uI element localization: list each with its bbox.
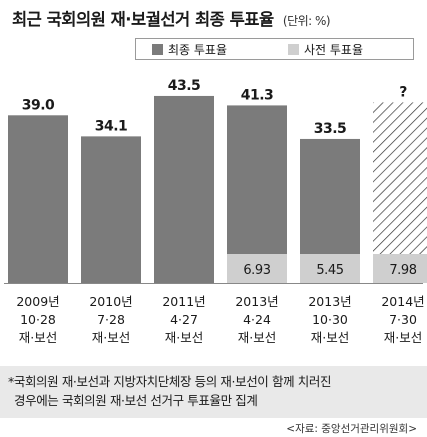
title-unit: (단위: %): [282, 14, 331, 28]
category-label-4-1: 10·30: [312, 312, 348, 327]
legend-label-final: 최종 투표율: [168, 43, 228, 57]
category-label-2-1: 4·27: [170, 312, 198, 327]
bar-final-2: [154, 95, 214, 283]
final-value-label-2: 43.5: [168, 78, 201, 94]
bar-early-5: [373, 254, 427, 283]
footnote-line-1: *국회의원 재·보선과 지방자치단체장 등의 재·보선이 함께 치러진: [8, 374, 332, 389]
chart-legend: 최종 투표율 사전 투표율: [135, 38, 414, 60]
category-label-2-2: 재·보선: [165, 330, 203, 345]
category-label-5-2: 재·보선: [384, 330, 422, 345]
chart-title: 최근 국회의원 재·보궐선거 최종 투표율 (단위: %): [12, 6, 331, 30]
category-label-4-0: 2013년: [308, 294, 351, 309]
category-label-1-2: 재·보선: [92, 330, 130, 345]
title-main: 최근 국회의원 재·보궐선거 최종 투표율: [12, 10, 274, 29]
final-value-label-5: ?: [399, 84, 407, 100]
final-value-label-0: 39.0: [22, 97, 55, 113]
bar-chart: 39.0 2009년 10·28 재·보선 34.1 2010년 7·28 재·보선 43.5 2…: [4, 78, 427, 345]
category-label-1-1: 7·28: [97, 312, 125, 327]
legend-swatch-final: [152, 44, 163, 55]
category-label-5-0: 2014년: [381, 294, 424, 309]
bar-early-3: [227, 254, 287, 283]
early-value-label-4: 5.45: [316, 263, 343, 278]
bar-final-unknown-5: [373, 102, 427, 284]
category-label-2-0: 2011년: [162, 294, 205, 309]
bar-final-3: [227, 105, 287, 283]
final-value-label-4: 33.5: [314, 121, 347, 137]
category-label-5-1: 7·30: [389, 312, 417, 327]
bar-final-1: [81, 136, 141, 283]
footnote: *국회의원 재·보선과 지방자치단체장 등의 재·보선이 함께 치러진 경우에는…: [0, 366, 427, 418]
category-label-1-0: 2010년: [89, 294, 132, 309]
legend-label-early: 사전 투표율: [304, 43, 364, 57]
legend-swatch-early: [288, 44, 299, 55]
category-label-3-2: 재·보선: [238, 330, 276, 345]
final-value-label-1: 34.1: [95, 118, 128, 134]
category-label-4-2: 재·보선: [311, 330, 349, 345]
category-label-0-1: 10·28: [20, 312, 56, 327]
footnote-line-2: 경우에는 국회의원 재·보선 선거구 투표율만 집계: [14, 393, 258, 408]
category-label-3-1: 4·24: [243, 312, 271, 327]
early-value-label-3: 6.93: [243, 263, 270, 278]
category-label-0-0: 2009년: [16, 294, 59, 309]
bar-final-0: [8, 115, 68, 283]
source-credit: <자료: 중앙선거관리위원회>: [286, 423, 417, 435]
legend-item-early: 사전 투표율: [288, 41, 363, 58]
category-label-0-2: 재·보선: [19, 330, 57, 345]
category-label-3-0: 2013년: [235, 294, 278, 309]
bar-early-4: [300, 254, 360, 283]
final-value-label-3: 41.3: [241, 87, 274, 103]
early-value-label-5: 7.98: [389, 263, 416, 278]
legend-item-final: 최종 투표율: [152, 41, 227, 58]
